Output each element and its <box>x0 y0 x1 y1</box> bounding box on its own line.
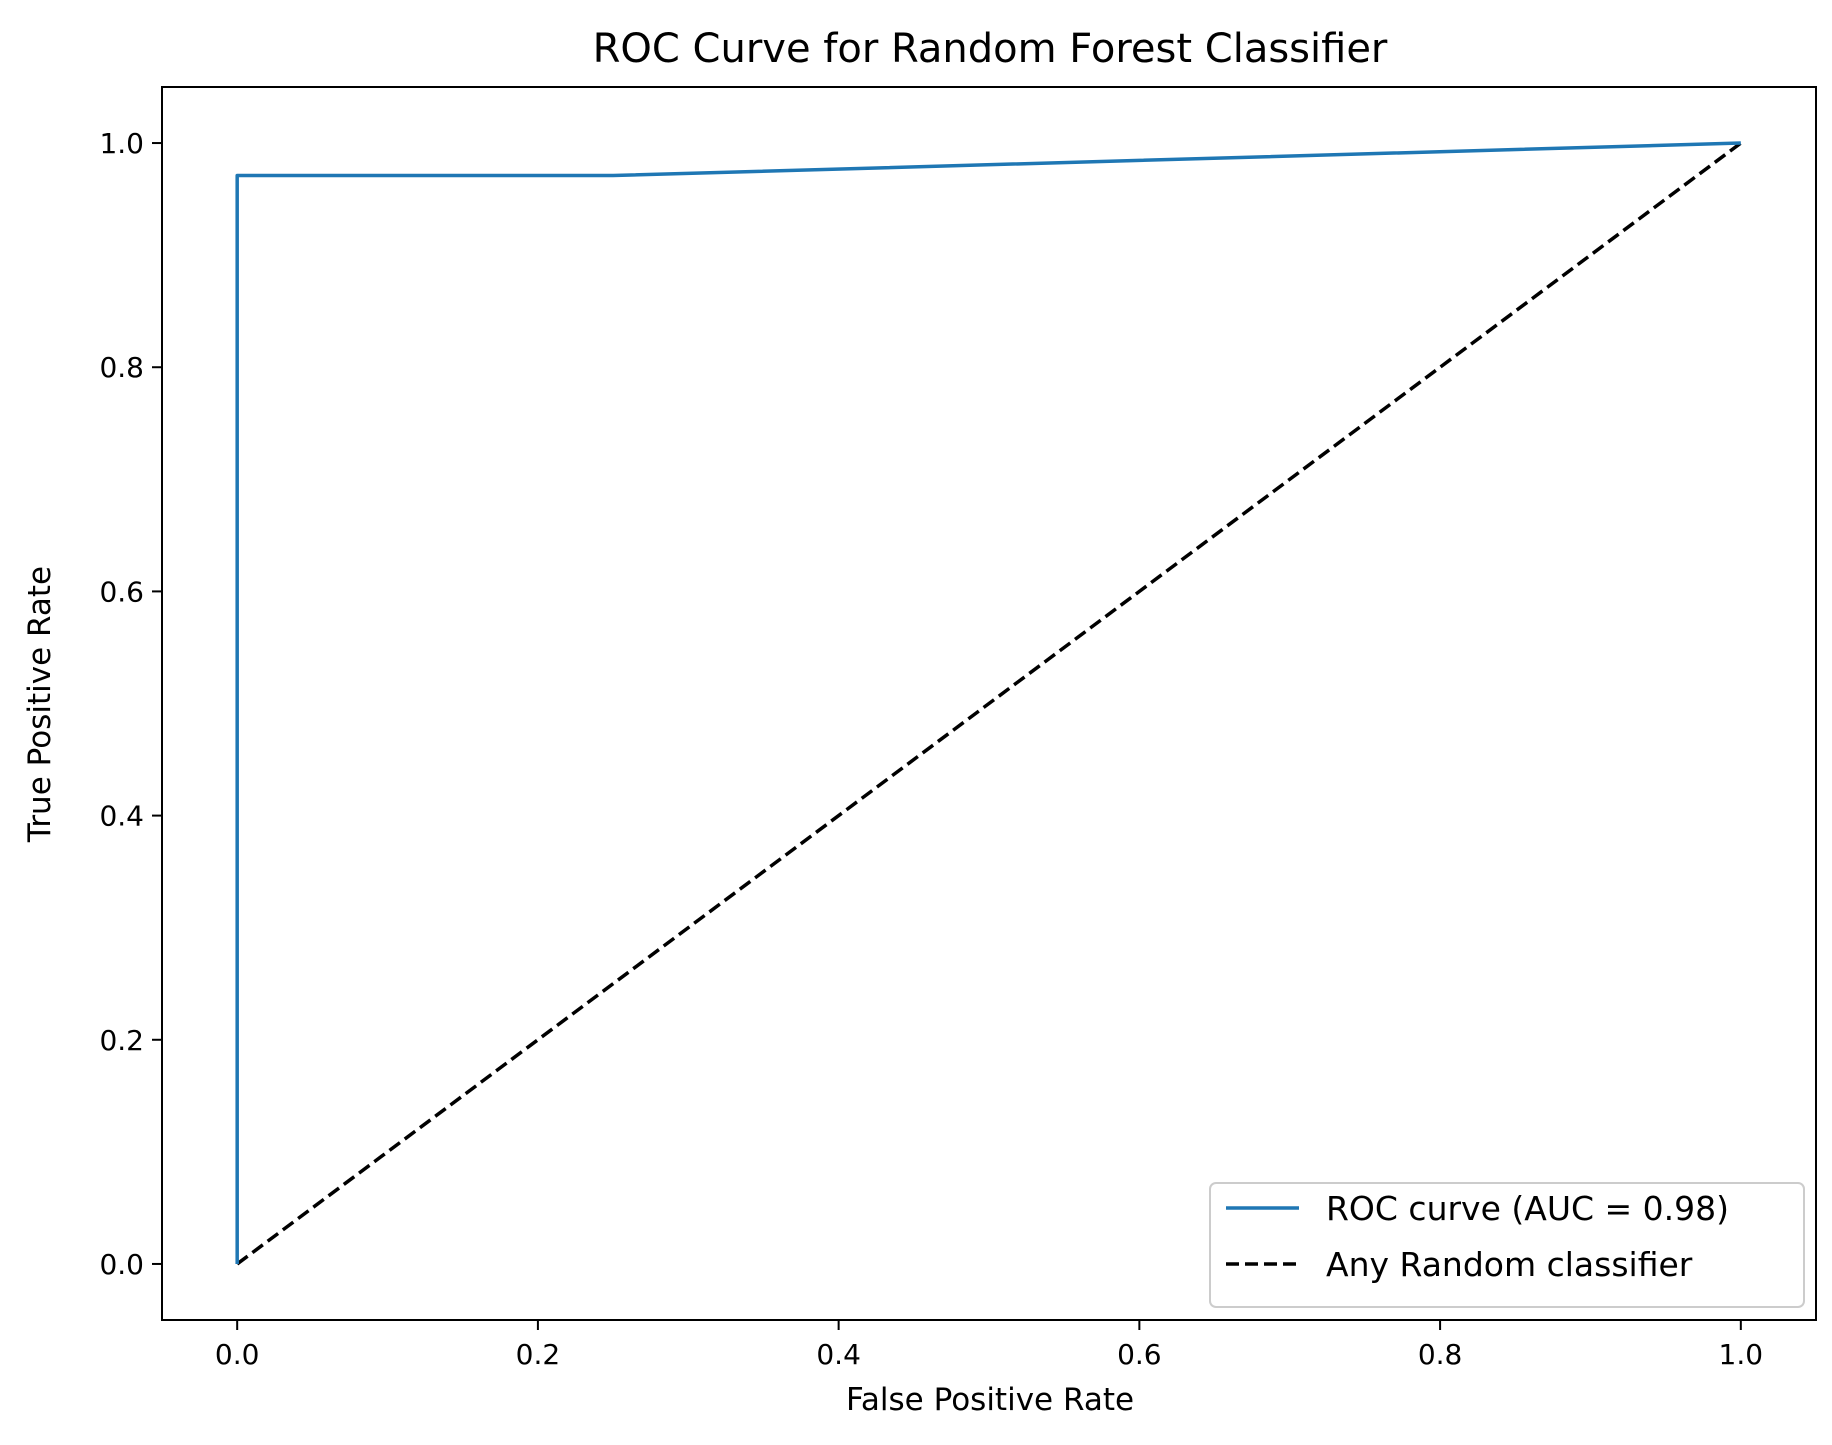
y-axis-title: True Positive Rate <box>22 566 58 843</box>
x-tick-label: 0.0 <box>215 1338 260 1371</box>
x-axis-title: False Positive Rate <box>846 1382 1134 1418</box>
y-tick-label: 0.2 <box>99 1024 144 1057</box>
chart-title: ROC Curve for Random Forest Classifier <box>593 26 1388 72</box>
legend-label-roc: ROC curve (AUC = 0.98) <box>1326 1189 1729 1228</box>
y-axis-ticks: 0.0 0.2 0.4 0.6 0.8 1.0 <box>99 127 162 1281</box>
x-tick-label: 1.0 <box>1719 1338 1764 1371</box>
legend-label-random: Any Random classifier <box>1326 1245 1693 1284</box>
plot-frame <box>161 86 1817 1321</box>
legend: ROC curve (AUC = 0.98) Any Random classi… <box>1209 1182 1805 1308</box>
y-tick-label: 0.0 <box>99 1248 144 1281</box>
y-tick-label: 0.6 <box>99 575 144 608</box>
x-axis-ticks: 0.0 0.2 0.4 0.6 0.8 1.0 <box>215 1320 1763 1371</box>
random-classifier-line <box>236 141 1742 1266</box>
y-tick-label: 0.8 <box>99 351 144 384</box>
series-layer <box>235 141 1742 1266</box>
roc-curve-line <box>235 141 1741 1264</box>
x-tick-label: 0.8 <box>1418 1338 1463 1371</box>
y-tick-label: 0.4 <box>99 800 144 833</box>
x-tick-label: 0.4 <box>816 1338 861 1371</box>
x-tick-label: 0.2 <box>516 1338 561 1371</box>
legend-box <box>1209 1182 1805 1308</box>
x-tick-label: 0.6 <box>1117 1338 1162 1371</box>
y-tick-label: 1.0 <box>99 127 144 160</box>
